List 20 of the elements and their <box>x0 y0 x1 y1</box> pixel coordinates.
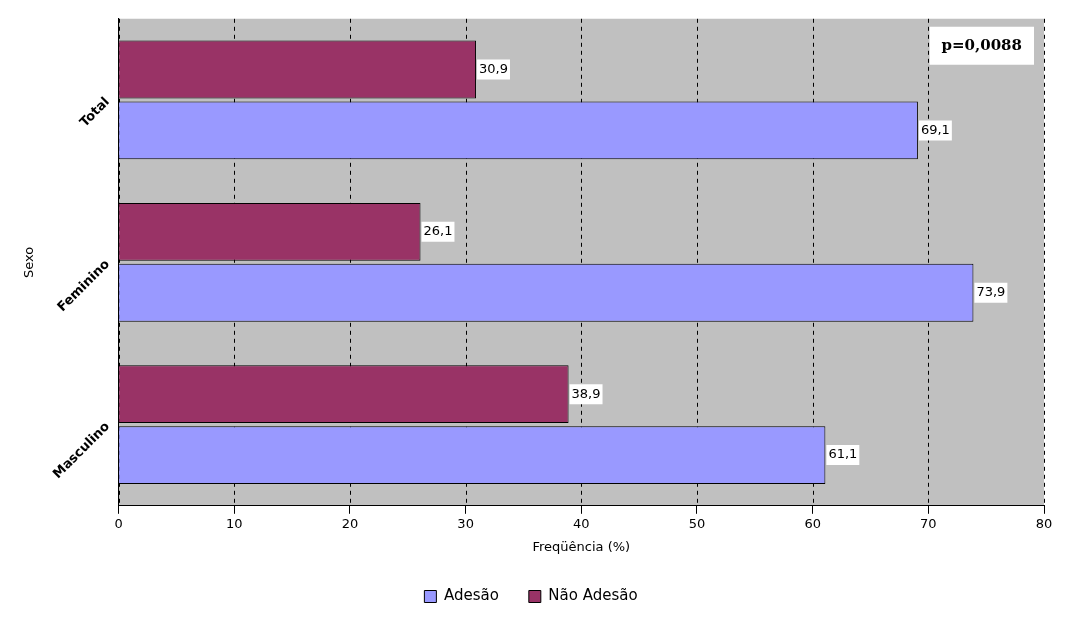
x-tick-label: 60 <box>804 515 821 531</box>
x-tick-label: 30 <box>457 515 474 531</box>
x-tick-label: 70 <box>920 515 937 531</box>
annotation: p=0,0088 <box>941 35 1022 54</box>
x-tick-label: 10 <box>226 515 243 531</box>
x-tick-label: 80 <box>1035 515 1053 531</box>
data-label: 38,9 <box>571 385 601 401</box>
x-tick-label: 40 <box>573 515 590 531</box>
data-label: 30,9 <box>479 60 508 76</box>
data-label: 69,1 <box>920 121 950 137</box>
data-label: 61,1 <box>828 446 858 462</box>
data-label: 73,9 <box>976 284 1006 300</box>
legend-label: Não Adesão <box>548 586 638 605</box>
x-axis-title: Freqüência (%) <box>532 538 631 554</box>
y-axis-title: Sexo <box>21 246 37 278</box>
x-tick-label: 20 <box>341 515 359 531</box>
data-label: 26,1 <box>423 223 453 239</box>
x-tick-label: 50 <box>688 515 706 531</box>
x-tick-label: 0 <box>114 515 123 531</box>
legend-label: Adesão <box>443 586 499 605</box>
